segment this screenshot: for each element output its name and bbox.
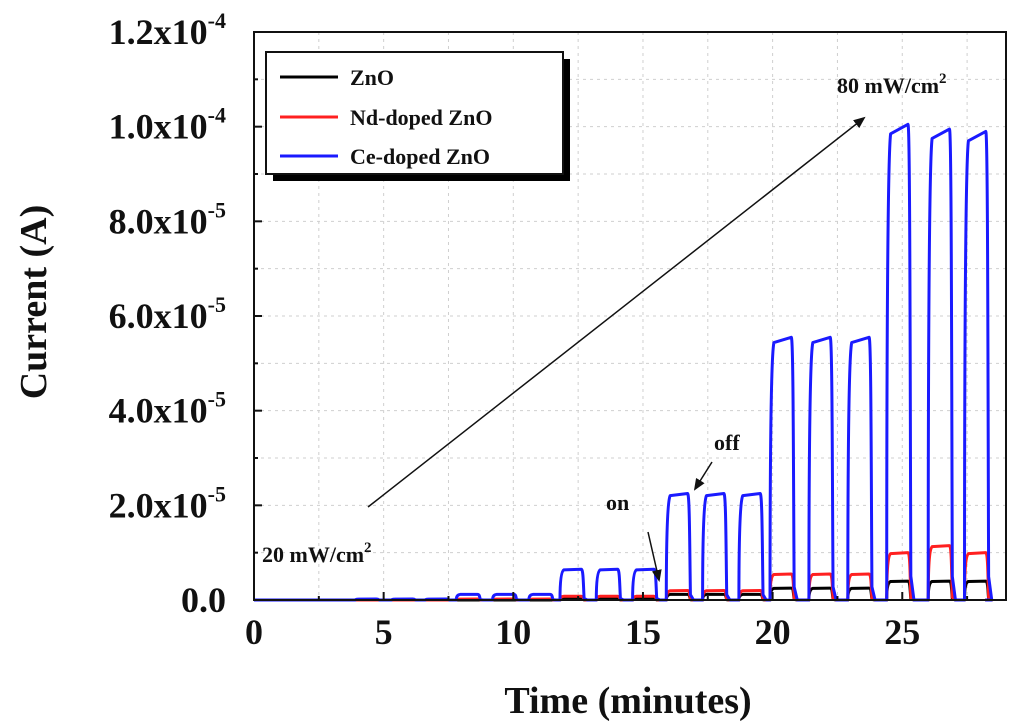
legend-label-nd-doped-zno: Nd-doped ZnO: [350, 105, 492, 130]
x-axis-title: Time (minutes): [504, 680, 751, 722]
y-tick-label: 1.0x10-4: [109, 103, 226, 147]
y-tick-label: 2.0x10-5: [109, 481, 226, 525]
y-tick-label: 4.0x10-5: [109, 387, 226, 431]
legend-entry-ce-doped-zno: Ce-doped ZnO: [280, 144, 490, 169]
legend-entry-nd-doped-zno: Nd-doped ZnO: [280, 105, 492, 130]
intensity-arrow: [367, 116, 866, 508]
y-axis-title: Current (A): [13, 205, 55, 400]
x-tick-label: 0: [245, 612, 263, 652]
legend-label-zno: ZnO: [350, 65, 394, 90]
x-tick-label: 15: [625, 612, 661, 652]
on-arrow: [647, 531, 662, 582]
annotation-low-intensity: 20 mW/cm2: [262, 540, 372, 567]
x-tick-label: 20: [755, 612, 791, 652]
legend: ZnO Nd-doped ZnO Ce-doped ZnO: [265, 51, 570, 181]
annotation-off: off: [714, 430, 740, 455]
y-tick-label: 0.0: [181, 580, 226, 620]
off-arrow: [693, 461, 713, 491]
legend-entry-zno: ZnO: [280, 65, 394, 90]
series-line-ce-doped-zno: [254, 122, 994, 602]
legend-box: [265, 51, 564, 175]
annotation-on: on: [606, 490, 629, 515]
axis-ticks: 0 5 10 15 20 25 0.0 2.0x10-5 4.0x10-5 6.0x10-5 8.0…: [109, 8, 969, 652]
x-tick-label: 5: [375, 612, 393, 652]
legend-label-ce-doped-zno: Ce-doped ZnO: [350, 144, 490, 169]
x-tick-label: 25: [884, 612, 920, 652]
y-tick-label: 1.2x10-4: [109, 8, 226, 52]
y-tick-label: 8.0x10-5: [109, 197, 226, 241]
plot-series: [254, 122, 994, 602]
series-line-zno: [254, 579, 994, 602]
x-tick-label: 10: [495, 612, 531, 652]
y-tick-label: 6.0x10-5: [109, 292, 226, 336]
annotation-high-intensity: 80 mW/cm2: [837, 71, 947, 98]
